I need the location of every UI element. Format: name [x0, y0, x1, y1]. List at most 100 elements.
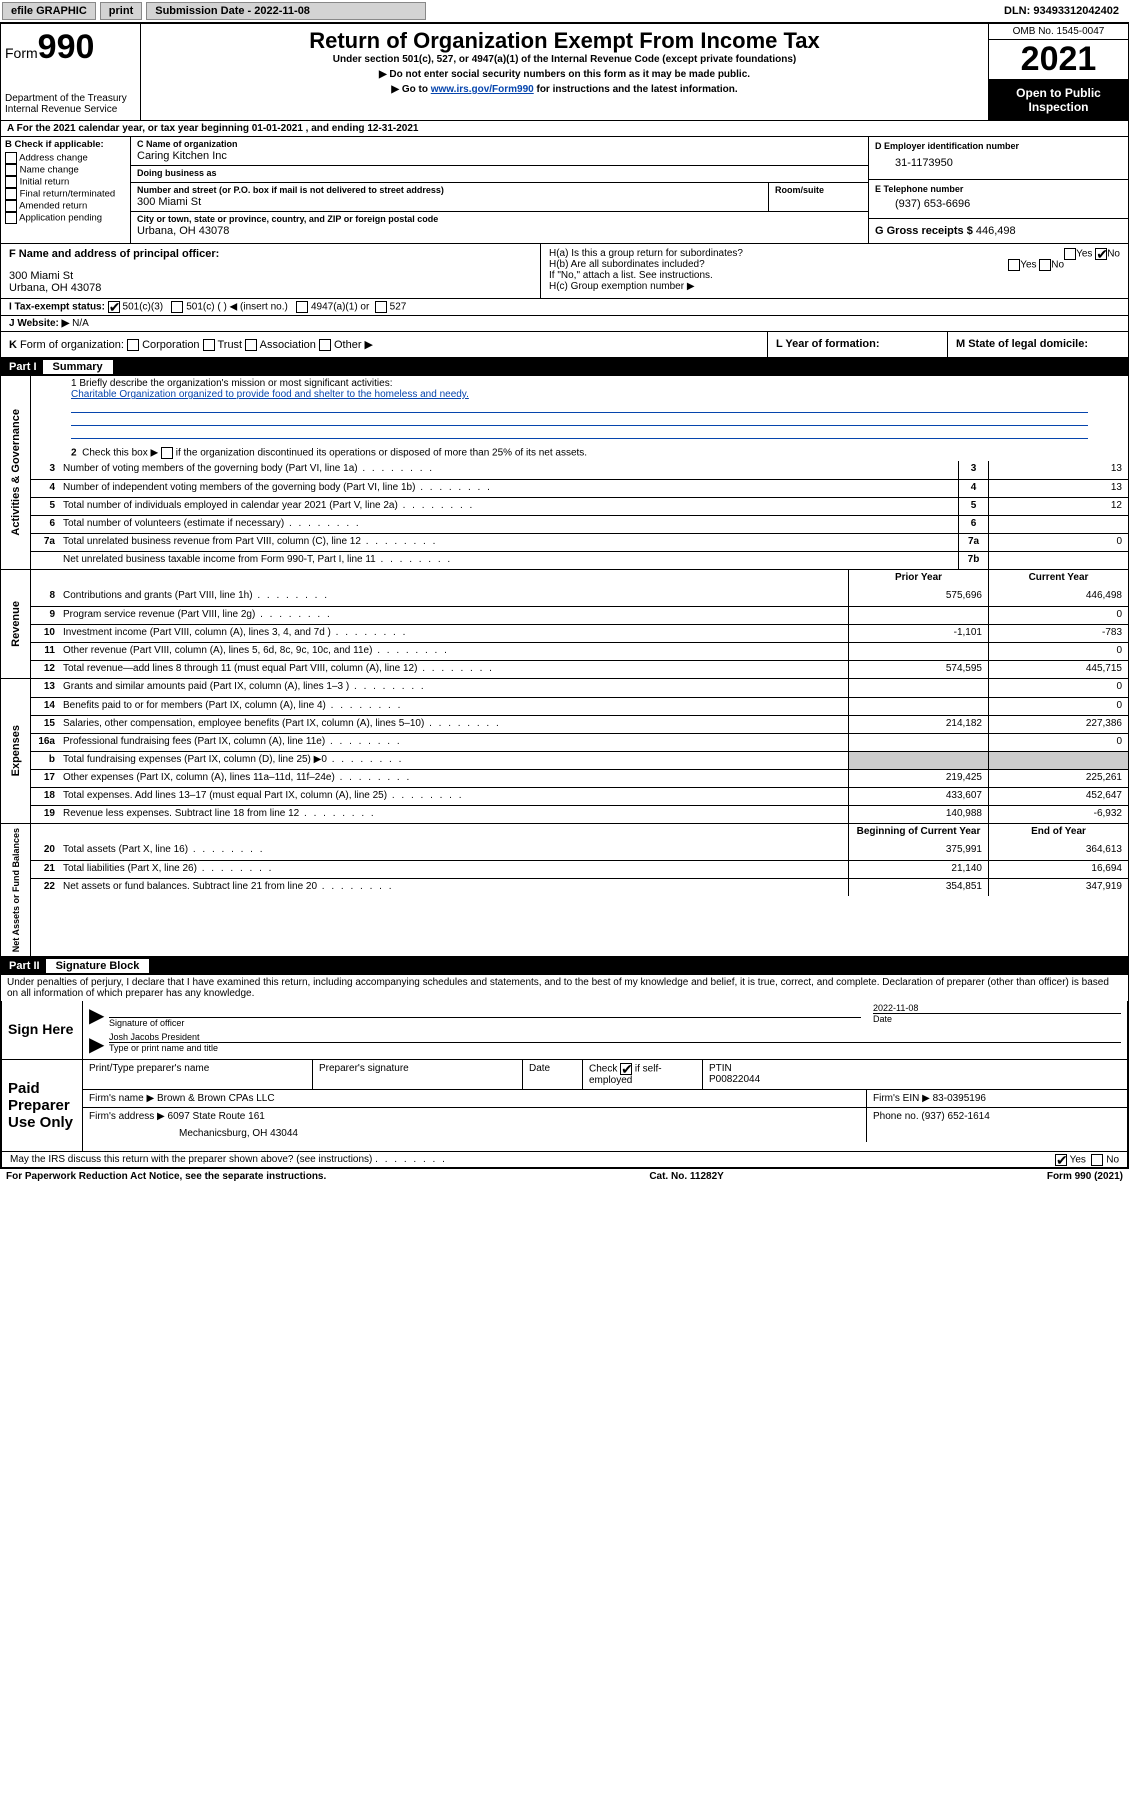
officer-addr1: 300 Miami St [9, 270, 532, 282]
data-row: 10 Investment income (Part VIII, column … [31, 624, 1128, 642]
firm-name: Brown & Brown CPAs LLC [157, 1093, 275, 1104]
hc-exemption: H(c) Group exemption number ▶ [549, 281, 1120, 292]
mission-text: Charitable Organization organized to pro… [71, 389, 1088, 400]
end-year-hdr: End of Year [988, 824, 1128, 842]
form-number: Form990 [5, 28, 136, 67]
data-row: 19 Revenue less expenses. Subtract line … [31, 805, 1128, 823]
prior-year-hdr: Prior Year [848, 570, 988, 588]
q2-checkbox: 2 Check this box ▶ if the organization d… [71, 447, 1088, 459]
f-officer-label: F Name and address of principal officer: [9, 248, 219, 260]
hb-note: If "No," attach a list. See instructions… [549, 270, 1120, 281]
form-title: Return of Organization Exempt From Incom… [149, 28, 980, 54]
data-row: 20 Total assets (Part X, line 16) 375,99… [31, 842, 1128, 860]
officer-name-label: Type or print name and title [109, 1042, 1121, 1053]
dept-treasury: Department of the Treasury [5, 93, 136, 104]
row-a-period: A For the 2021 calendar year, or tax yea… [1, 121, 1128, 137]
side-expenses: Expenses [8, 721, 24, 780]
subtitle-2: ▶ Do not enter social security numbers o… [149, 69, 980, 80]
irs-label: Internal Revenue Service [5, 104, 136, 115]
data-row: 9 Program service revenue (Part VIII, li… [31, 606, 1128, 624]
form-990: Form990 Department of the Treasury Inter… [0, 23, 1129, 1169]
data-row: 17 Other expenses (Part IX, column (A), … [31, 769, 1128, 787]
side-revenue: Revenue [8, 597, 24, 651]
e-phone-label: E Telephone number [875, 184, 1122, 194]
firm-ein: 83-0395196 [933, 1093, 986, 1104]
data-row: b Total fundraising expenses (Part IX, c… [31, 751, 1128, 769]
part-1-header: Part I Summary [1, 358, 1128, 376]
ein-value: 31-1173950 [875, 151, 1122, 175]
data-row: 13 Grants and similar amounts paid (Part… [31, 679, 1128, 697]
omb-number: OMB No. 1545-0047 [989, 24, 1128, 40]
dln: DLN: 93493312042402 [1004, 5, 1127, 17]
sig-date-label: Date [873, 1013, 1121, 1024]
q1-mission: 1 Briefly describe the organization's mi… [71, 378, 1088, 389]
subtitle-3: ▶ Go to www.irs.gov/Form990 for instruct… [149, 84, 980, 95]
print-btn[interactable]: print [100, 2, 142, 20]
data-row: 22 Net assets or fund balances. Subtract… [31, 878, 1128, 896]
dba-value [137, 178, 862, 180]
submission-date: Submission Date - 2022-11-08 [146, 2, 426, 20]
subtitle-1: Under section 501(c), 527, or 4947(a)(1)… [149, 54, 980, 65]
room-label: Room/suite [775, 185, 862, 195]
paid-preparer-label: Paid Preparer Use Only [2, 1060, 82, 1151]
top-bar: efile GRAPHIC print Submission Date - 20… [0, 0, 1129, 23]
line-i-tax-status: I Tax-exempt status: 501(c)(3) 501(c) ( … [1, 299, 1128, 316]
ptin-value: P00822044 [709, 1074, 760, 1085]
part-2-header: Part II Signature Block [1, 957, 1128, 975]
data-row: 18 Total expenses. Add lines 13–17 (must… [31, 787, 1128, 805]
current-year-hdr: Current Year [988, 570, 1128, 588]
c-name-label: C Name of organization [137, 139, 862, 149]
data-row: 11 Other revenue (Part VIII, column (A),… [31, 642, 1128, 660]
side-governance: Activities & Governance [8, 405, 24, 540]
efile-btn[interactable]: efile GRAPHIC [2, 2, 96, 20]
footer-left: For Paperwork Reduction Act Notice, see … [6, 1171, 326, 1182]
gov-row: 4 Number of independent voting members o… [31, 479, 1128, 497]
paid-h3: Date [523, 1060, 583, 1089]
gov-row: 7a Total unrelated business revenue from… [31, 533, 1128, 551]
tax-year: 2021 [989, 40, 1128, 80]
city-label: City or town, state or province, country… [137, 214, 862, 224]
officer-addr2: Urbana, OH 43078 [9, 282, 532, 294]
line-j-website: J Website: ▶ N/A [1, 316, 1128, 332]
sig-date: 2022-11-08 [873, 1003, 1121, 1013]
dba-label: Doing business as [137, 168, 862, 178]
gov-row: 5 Total number of individuals employed i… [31, 497, 1128, 515]
data-row: 16a Professional fundraising fees (Part … [31, 733, 1128, 751]
data-row: 14 Benefits paid to or for members (Part… [31, 697, 1128, 715]
col-b-checkboxes: B Check if applicable: Address change Na… [1, 137, 131, 243]
hb-subordinates: H(b) Are all subordinates included? Yes … [549, 259, 1120, 270]
open-to-public: Open to Public Inspection [989, 80, 1128, 120]
street-address: 300 Miami St [137, 195, 762, 209]
penalties-text: Under penalties of perjury, I declare th… [1, 975, 1128, 1001]
paid-h2: Preparer's signature [313, 1060, 523, 1089]
begin-year-hdr: Beginning of Current Year [848, 824, 988, 842]
footer-right: Form 990 (2021) [1047, 1171, 1123, 1182]
officer-name: Josh Jacobs President [109, 1032, 1121, 1042]
line-m-state: M State of legal domicile: [948, 332, 1128, 357]
footer-mid: Cat. No. 11282Y [649, 1171, 723, 1182]
discuss-line: May the IRS discuss this return with the… [1, 1152, 1128, 1168]
ha-group-return: H(a) Is this a group return for subordin… [549, 248, 1120, 259]
paid-h1: Print/Type preparer's name [83, 1060, 313, 1089]
data-row: 15 Salaries, other compensation, employe… [31, 715, 1128, 733]
data-row: 12 Total revenue—add lines 8 through 11 … [31, 660, 1128, 678]
gov-row: 3 Number of voting members of the govern… [31, 461, 1128, 479]
paid-self-emp: Check if self-employed [583, 1060, 703, 1089]
d-ein-label: D Employer identification number [875, 141, 1122, 151]
sign-here-label: Sign Here [2, 1001, 82, 1059]
gross-receipts: 446,498 [976, 225, 1016, 237]
data-row: 8 Contributions and grants (Part VIII, l… [31, 588, 1128, 606]
side-net-assets: Net Assets or Fund Balances [9, 824, 23, 956]
firm-phone: (937) 652-1614 [921, 1111, 989, 1122]
line-k-org-form: K Form of organization: Corporation Trus… [1, 332, 768, 357]
line-l-year: L Year of formation: [768, 332, 948, 357]
firm-addr2: Mechanicsburg, OH 43044 [89, 1128, 860, 1139]
irs-link[interactable]: www.irs.gov/Form990 [431, 84, 534, 95]
phone-value: (937) 653-6696 [875, 194, 1122, 214]
sig-officer-label: Signature of officer [109, 1017, 861, 1028]
g-gross-label: G Gross receipts $ [875, 225, 973, 237]
gov-row: Net unrelated business taxable income fr… [31, 551, 1128, 569]
gov-row: 6 Total number of volunteers (estimate i… [31, 515, 1128, 533]
city-value: Urbana, OH 43078 [137, 224, 862, 238]
org-name: Caring Kitchen Inc [137, 149, 862, 163]
